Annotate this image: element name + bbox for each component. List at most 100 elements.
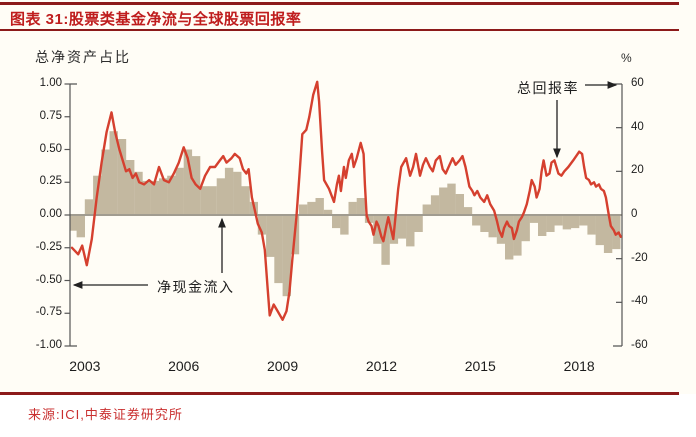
bar: [422, 204, 431, 215]
bar: [546, 215, 555, 232]
bar: [241, 186, 250, 215]
bar: [612, 215, 621, 250]
bar: [348, 201, 357, 215]
bar: [463, 207, 473, 215]
bar: [101, 149, 110, 215]
bar: [538, 215, 547, 236]
bar: [488, 215, 497, 238]
left-axis-tick-label: 0.50: [39, 142, 62, 155]
right-axis-tick-label: 0: [631, 208, 638, 220]
bar: [595, 215, 604, 246]
annotation-arrows: [72, 81, 618, 289]
footer-background: [0, 394, 696, 437]
bar: [472, 215, 481, 226]
bar: [340, 215, 349, 235]
right-axis-tick-label: -60: [631, 339, 648, 351]
bar: [554, 215, 563, 226]
left-axis-tick-label: 0.75: [39, 109, 62, 122]
net-cash-flow-bars: [70, 131, 621, 297]
bar: [406, 215, 415, 247]
bar: [84, 199, 94, 215]
bar: [521, 215, 530, 242]
bar: [439, 187, 448, 215]
bar: [307, 201, 316, 215]
bar: [150, 180, 160, 215]
bar: [356, 198, 366, 215]
left-axis-tick-label: -0.25: [35, 240, 62, 253]
bar: [216, 178, 226, 215]
bar: [364, 215, 374, 223]
bar: [332, 215, 341, 229]
bar: [323, 209, 333, 215]
bar: [513, 215, 522, 256]
bar: [257, 215, 267, 235]
total-return-line: [70, 80, 622, 321]
bar: [183, 149, 193, 215]
bar: [529, 215, 539, 223]
right-axis-tick-label: 60: [631, 77, 644, 89]
bar: [579, 215, 588, 226]
figure-title: 图表 31:股票类基金净流与全球股票回报率: [10, 11, 302, 28]
left-axis-tick-label: 0.00: [39, 208, 62, 220]
annotation-total-return-label: 总回报率: [517, 80, 579, 96]
bar: [430, 195, 440, 215]
bar: [562, 215, 572, 230]
x-axis-tick-label: 2009: [266, 358, 299, 374]
bar: [505, 215, 514, 260]
left-axis-tick-label: 0.25: [39, 175, 62, 188]
bar: [397, 215, 407, 239]
left-axis-tick-label: -1.00: [35, 339, 62, 351]
x-axis-tick-label: 2006: [168, 358, 200, 374]
bar: [117, 139, 127, 215]
bar: [570, 215, 580, 229]
left-axis-tick-label: -0.75: [35, 306, 62, 319]
bar: [142, 180, 151, 215]
right-axis-tick-label: -20: [631, 251, 648, 264]
title-underline: [0, 29, 679, 31]
bar: [208, 186, 217, 215]
source-text: 来源:ICI,中泰证券研究所: [28, 407, 183, 422]
bar: [266, 215, 275, 257]
x-axis-tick-label: 2012: [365, 358, 397, 374]
bar: [274, 215, 283, 284]
axes: [64, 83, 623, 347]
bar: [126, 160, 135, 215]
bar: [109, 131, 118, 215]
bar: [134, 171, 143, 215]
bottom-rule: [0, 392, 679, 395]
bar: [175, 167, 184, 215]
x-axis-tick-label: 2015: [464, 358, 496, 374]
right-axis-tick-label: -40: [631, 295, 648, 308]
total-return-polyline: [70, 80, 622, 321]
bar: [603, 215, 613, 253]
x-axis-tick-label: 2003: [69, 358, 101, 374]
bar: [233, 171, 242, 215]
bar: [167, 175, 176, 215]
bar: [200, 186, 209, 215]
bar: [480, 215, 489, 232]
bar: [381, 215, 390, 265]
top-rule: [0, 2, 679, 5]
bar: [282, 215, 291, 297]
bar: [447, 183, 456, 215]
bar: [224, 167, 234, 215]
bar: [70, 215, 79, 231]
right-axis-tick-label: 20: [631, 164, 644, 177]
right-axis-tick-label: 40: [631, 120, 644, 133]
x-axis-tick-label: 2018: [563, 358, 595, 374]
bar: [299, 204, 308, 215]
left-axis-tick-label: 1.00: [39, 77, 62, 89]
bar: [587, 215, 596, 235]
bar: [315, 198, 324, 215]
bar: [373, 215, 382, 244]
left-axis-tick-label: -0.50: [35, 273, 62, 286]
annotation-net-inflow-label: 净现金流入: [157, 279, 235, 295]
bar: [455, 194, 464, 215]
bar: [496, 215, 506, 244]
bar: [159, 178, 168, 215]
left-axis-title: 总净资产占比: [35, 49, 131, 65]
bar: [76, 215, 85, 238]
bar: [414, 215, 423, 232]
